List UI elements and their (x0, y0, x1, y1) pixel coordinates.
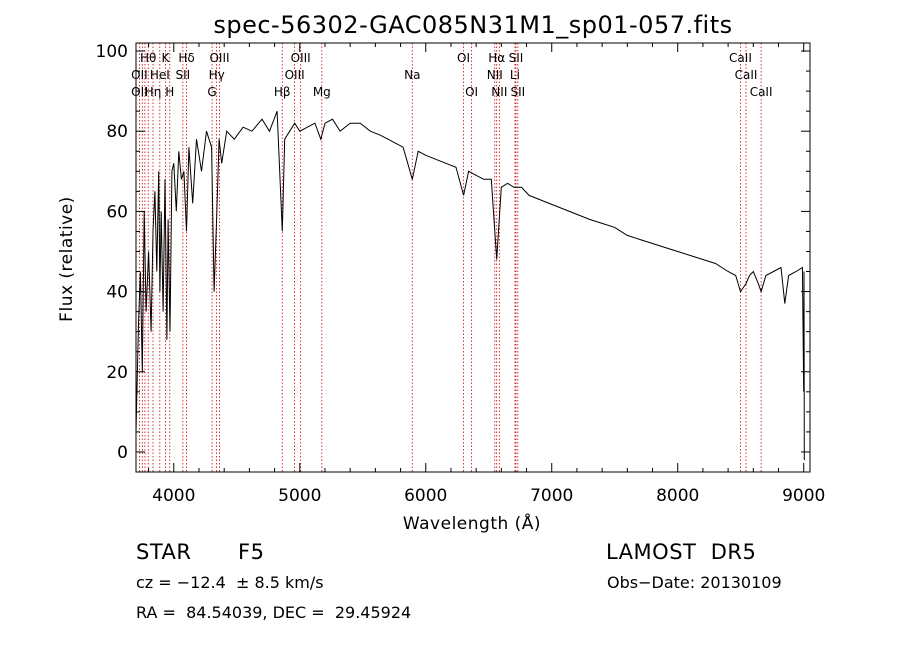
y-axis-label: Flux (relative) (57, 196, 77, 322)
y-tick-label: 60 (106, 202, 128, 222)
spectral-line-label: Hβ (274, 85, 291, 99)
observation-date: Obs−Date: 20130109 (607, 573, 782, 592)
spectral-line-label: Hγ (209, 68, 225, 82)
spectral-line-label: OI (465, 85, 478, 99)
plot-frame (135, 42, 811, 473)
y-tick-label: 20 (106, 363, 128, 383)
spectral-line-label: HeI (150, 68, 170, 82)
x-tick-label: 5000 (278, 486, 321, 506)
spectral-line-label: Li (510, 68, 520, 82)
spectral-line-label: SII (176, 68, 191, 82)
y-tick-label: 40 (106, 283, 128, 303)
coordinates: RA = 84.54039, DEC = 29.45924 (136, 603, 412, 622)
survey-name: LAMOST DR5 (606, 540, 757, 564)
spectral-line-label: SII (509, 51, 524, 65)
spectral-line-markers (139, 43, 762, 472)
object-class: STAR (136, 540, 192, 564)
x-tick-label: 7000 (530, 486, 573, 506)
spectral-line-labels: Hθ K Hδ OIII OIII OI Hα SII CaII OII HeI SII Hγ OIII N… (131, 51, 772, 99)
spectral-line-label: K (162, 51, 171, 65)
x-tick-label: 8000 (656, 486, 699, 506)
spectral-line-label: OIII (291, 51, 311, 65)
spectral-line-label: Na (404, 68, 420, 82)
x-axis-label: Wavelength (Å) (403, 512, 541, 534)
spectral-line-label: Hα (488, 51, 505, 65)
object-subclass: F5 (238, 540, 265, 564)
spectral-line-label: OI (457, 51, 470, 65)
chart-title: spec-56302-GAC085N31M1_sp01-057.fits (213, 11, 732, 39)
spectral-line-label: G (207, 85, 216, 99)
spectral-line-label: CaII (729, 51, 752, 65)
spectral-line-label: OII (131, 68, 148, 82)
spectral-line-label: SII (510, 85, 525, 99)
y-tick-label: 0 (117, 443, 128, 463)
spectral-line-label: OII (131, 85, 148, 99)
spectral-line-label: NII (487, 68, 503, 82)
y-tick-label: 80 (106, 122, 128, 142)
spectral-line-label: CaII (735, 68, 758, 82)
x-tick-label: 4000 (152, 486, 195, 506)
spectral-line-label: NII (491, 85, 507, 99)
x-tick-label: 9000 (782, 486, 825, 506)
spectral-line-label: H (165, 85, 174, 99)
y-axis-ticks: 0 20 40 60 80 100 (96, 42, 810, 463)
spectral-line-label: Hθ (140, 51, 156, 65)
spectral-line-label: Hδ (178, 51, 194, 65)
spectral-line-label: Mg (313, 85, 331, 99)
spectrum-line (135, 111, 805, 461)
spectral-line-label: Hη (145, 85, 162, 99)
spectral-line-label: OIII (209, 51, 229, 65)
redshift-velocity: cz = −12.4 ± 8.5 km/s (136, 573, 324, 592)
spectral-line-label: OIII (285, 68, 305, 82)
x-axis-ticks: 4000 5000 6000 7000 8000 9000 (148, 43, 825, 506)
spectral-line-label: CaII (750, 85, 773, 99)
x-tick-label: 6000 (404, 486, 447, 506)
y-tick-label: 100 (96, 42, 128, 62)
